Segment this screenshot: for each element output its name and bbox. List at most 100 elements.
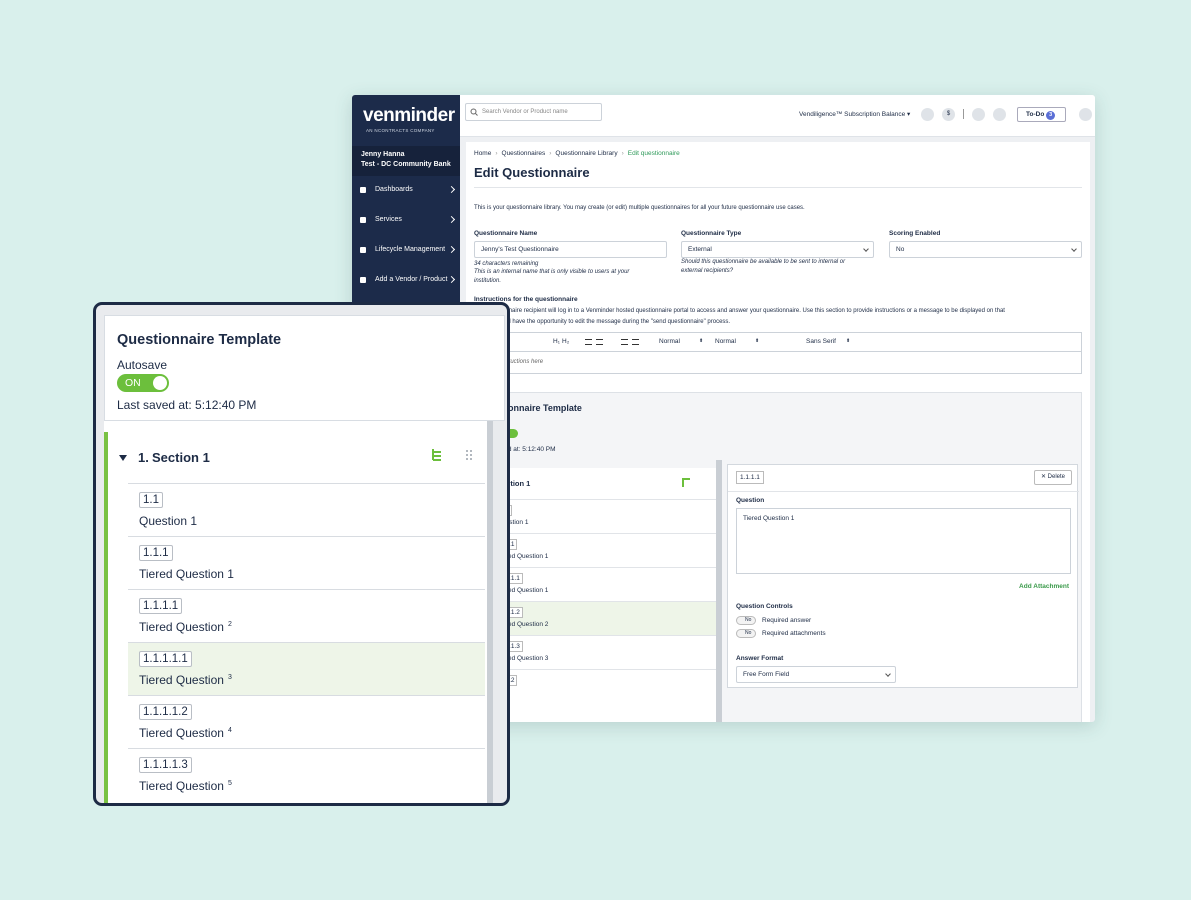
tree-row[interactable]: 1.1.1.1 Tiered Question 2 xyxy=(128,589,485,642)
breadcrumb-item[interactable]: Questionnaire Library xyxy=(555,150,618,157)
answer-format-select[interactable]: Free Form Field xyxy=(736,666,896,683)
add-child-icon[interactable] xyxy=(682,478,690,487)
divider xyxy=(474,187,1082,188)
question-label: Tiered Question 3 xyxy=(139,673,232,687)
tree-row[interactable]: 1.1.2 xyxy=(480,669,716,703)
question-text: Tiered Question xyxy=(139,620,224,634)
toolbar-button[interactable] xyxy=(596,339,603,345)
user-org: Test - DC Community Bank xyxy=(361,161,451,168)
add-child-icon[interactable] xyxy=(431,448,443,462)
add-attachment[interactable]: Add Attachment xyxy=(1019,583,1069,590)
editor[interactable]: Enter instructions here xyxy=(474,351,1082,374)
todo-button[interactable]: To-Do 3 xyxy=(1017,107,1066,122)
section-number: 1. xyxy=(138,450,149,465)
card-header xyxy=(104,315,505,421)
question-id: 1.1.1.1 xyxy=(736,471,764,484)
question-id: 1.1.1 xyxy=(139,545,173,561)
question-order: 4 xyxy=(227,727,232,734)
field-label: Instructions for the questionnaire xyxy=(474,296,578,303)
billing-icon[interactable]: $ xyxy=(942,108,955,121)
toolbar-button[interactable] xyxy=(632,339,639,345)
field-label: Questionnaire Type xyxy=(681,230,742,237)
field-label: Scoring Enabled xyxy=(889,230,941,237)
toolbar-format[interactable]: Normal xyxy=(659,338,680,345)
subscription-menu[interactable]: Vendiligence™ Subscription Balance ▾ xyxy=(799,111,911,118)
toolbar-format[interactable]: Sans Serif xyxy=(806,338,836,345)
tree-row[interactable]: 1.1.1.1.1 Tiered Question 3 xyxy=(128,642,485,695)
nav-label: Services xyxy=(375,216,402,223)
crumb-separator: › xyxy=(495,150,498,157)
user-block xyxy=(352,146,460,176)
drag-handle[interactable] xyxy=(465,449,473,463)
autosave-label: Autosave xyxy=(117,358,168,372)
collapse-caret[interactable] xyxy=(118,454,128,462)
scoring-select[interactable]: No xyxy=(889,241,1082,258)
type-select[interactable]: External xyxy=(681,241,874,258)
toolbar-format[interactable]: Normal xyxy=(715,338,736,345)
nav-item[interactable]: Add a Vendor / Product xyxy=(352,270,460,290)
last-saved: Last saved at: 5:12:40 PM xyxy=(480,446,556,453)
autosave-toggle[interactable]: ON xyxy=(117,374,169,392)
control-label: Required attachments xyxy=(762,630,826,637)
question-id: 1.1.1.1.1 xyxy=(139,651,192,667)
field-hint: Should this questionnaire be available t… xyxy=(681,259,846,274)
nav-item[interactable]: Services xyxy=(352,210,460,230)
section-title: Section 1 xyxy=(497,479,531,488)
question-tree: 1. Section 1 1.1 Question 1 1.1.1 Tiered Qu… xyxy=(104,421,487,803)
nav-icon xyxy=(360,247,366,253)
user-name: Jenny Hanna xyxy=(361,151,405,158)
breadcrumb-item[interactable]: Questionnaires xyxy=(501,150,546,157)
scrollbar xyxy=(487,421,493,803)
nav-label: Lifecycle Management xyxy=(375,246,446,253)
autosave-toggle[interactable] xyxy=(504,429,518,438)
toolbar-heading[interactable]: H₂ xyxy=(562,338,570,345)
section-accent xyxy=(104,432,108,803)
question-id: 1.1 xyxy=(139,492,163,508)
field-label: Question Controls xyxy=(736,603,793,610)
question-textarea[interactable]: Tiered Question 1 xyxy=(736,508,1071,574)
divider xyxy=(963,109,964,119)
chat-icon[interactable] xyxy=(972,108,985,121)
divider xyxy=(728,491,1079,492)
question-text: Question 1 xyxy=(139,514,198,528)
question-id: 1.1.1.1.3 xyxy=(139,757,192,773)
nav-item[interactable]: Lifecycle Management xyxy=(352,240,460,260)
mail-icon[interactable] xyxy=(993,108,1006,121)
nav-item[interactable]: Dashboards xyxy=(352,180,460,200)
question-label: Tiered Question 2 xyxy=(497,621,549,628)
page-title: Edit Questionnaire xyxy=(474,165,590,180)
name-input[interactable]: Jenny's Test Questionnaire xyxy=(474,241,667,258)
toolbar-heading[interactable]: H₁ xyxy=(553,338,560,345)
tree-row[interactable]: 1.1 Question 1 xyxy=(128,483,485,536)
question-text: Tiered Question xyxy=(139,779,224,793)
field-label: Questionnaire Name xyxy=(474,230,538,237)
toggle[interactable]: No xyxy=(736,616,756,625)
focus-card: Questionnaire Template Autosave ON Last … xyxy=(93,302,510,806)
field-label: Answer Format xyxy=(736,655,784,662)
question-label: Tiered Question 2 xyxy=(139,620,232,634)
template-title: Questionnaire Template xyxy=(480,403,582,413)
tree-row[interactable]: 1.1.1.1.2 Tiered Question 4 xyxy=(128,695,485,748)
search-box[interactable]: Search Vendor or Product name xyxy=(465,103,602,121)
cart-icon[interactable] xyxy=(921,108,934,121)
toolbar-button[interactable] xyxy=(585,339,592,345)
tree-row[interactable]: 1.1.1.1.3 Tiered Question 5 xyxy=(128,748,485,801)
toggle[interactable]: No xyxy=(736,629,756,638)
delete-button[interactable]: ✕ Delete xyxy=(1034,470,1072,485)
breadcrumb-item[interactable]: Home xyxy=(474,150,492,157)
control-label: Required answer xyxy=(762,617,812,624)
dropdown-arrow: ⬍ xyxy=(755,338,760,344)
user-icon[interactable] xyxy=(1079,108,1092,121)
question-label: Tiered Question 4 xyxy=(139,726,232,740)
question-text: Tiered Question xyxy=(139,726,224,740)
section-title: Section 1 xyxy=(152,450,210,465)
toolbar-button[interactable] xyxy=(621,339,628,345)
char-counter: 34 characters remaining xyxy=(474,261,539,267)
dropdown-arrow: ⬍ xyxy=(699,338,704,344)
